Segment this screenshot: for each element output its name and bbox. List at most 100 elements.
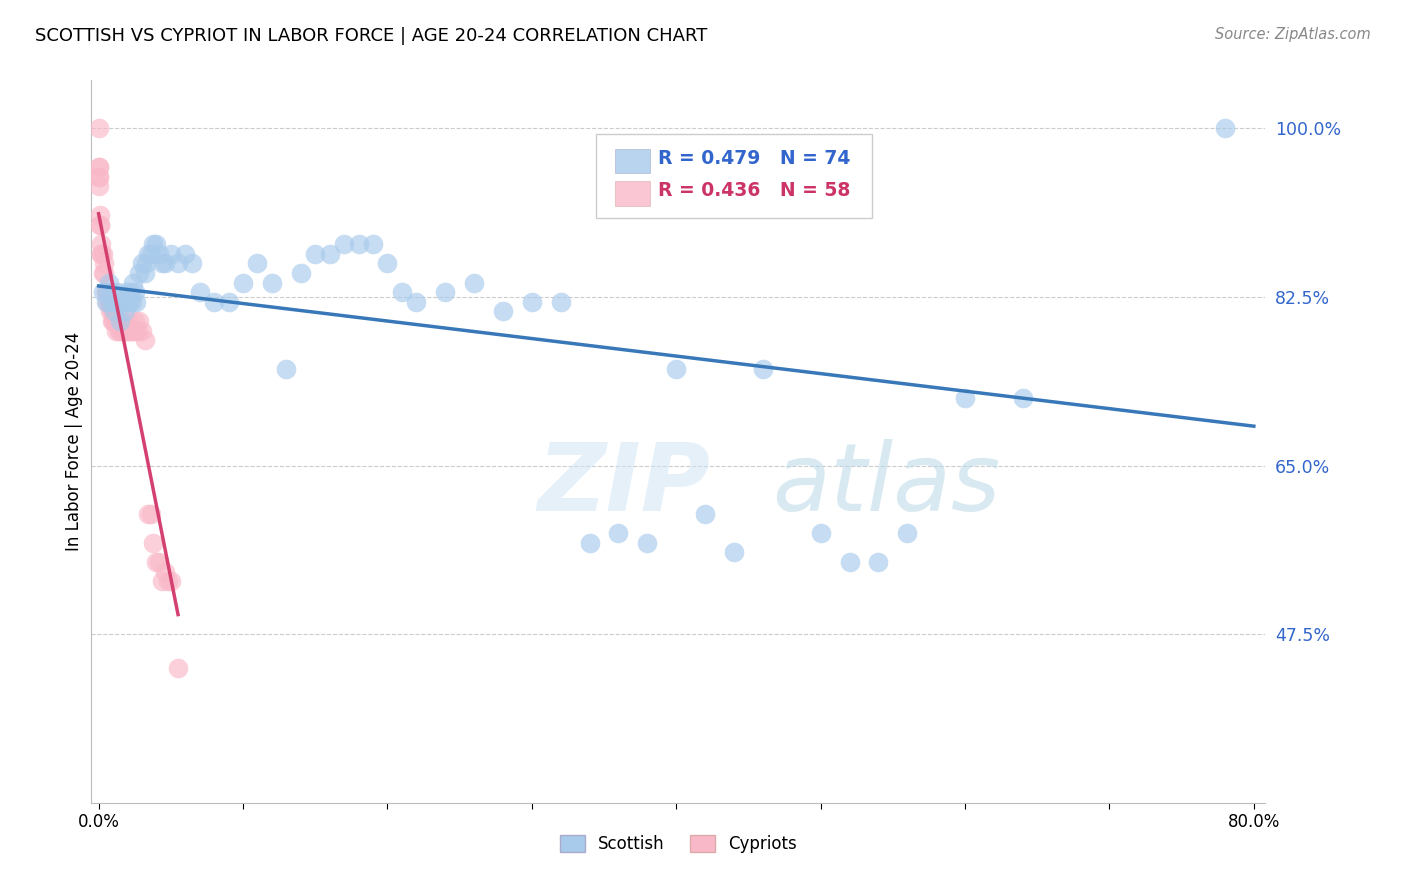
Scottish [91,285,114,300]
Scottish [121,294,143,309]
Scottish [150,256,173,270]
Cypriots [124,314,146,328]
Scottish [333,237,356,252]
Scottish [96,285,118,300]
Cypriots [103,314,125,328]
Scottish [139,246,162,260]
Scottish [115,285,138,300]
Scottish [110,314,132,328]
Scottish [122,276,145,290]
Scottish [135,256,157,270]
Cypriots [139,507,162,521]
Scottish [174,246,197,260]
Scottish [318,246,340,260]
Scottish [1011,391,1033,405]
Cypriots [87,169,110,184]
Scottish [128,266,150,280]
Scottish [636,535,658,549]
Scottish [125,294,148,309]
Cypriots [121,324,143,338]
Cypriots [87,179,110,194]
Scottish [218,294,240,309]
Cypriots [101,304,124,318]
Scottish [117,294,139,309]
Cypriots [145,555,167,569]
Cypriots [118,314,141,328]
Cypriots [112,314,135,328]
Scottish [347,237,370,252]
Cypriots [91,246,114,260]
Cypriots [127,324,149,338]
Text: SCOTTISH VS CYPRIOT IN LABOR FORCE | AGE 20-24 CORRELATION CHART: SCOTTISH VS CYPRIOT IN LABOR FORCE | AGE… [35,27,707,45]
Scottish [838,555,860,569]
Y-axis label: In Labor Force | Age 20-24: In Labor Force | Age 20-24 [65,332,83,551]
Cypriots [111,324,134,338]
Text: atlas: atlas [772,440,1001,531]
Cypriots [87,121,110,136]
Cypriots [128,314,150,328]
Scottish [260,276,283,290]
Cypriots [122,324,145,338]
Scottish [94,294,117,309]
Scottish [578,535,600,549]
Scottish [1213,121,1236,136]
Cypriots [98,294,121,309]
Cypriots [89,218,111,232]
Cypriots [97,294,120,309]
Scottish [463,276,485,290]
Cypriots [100,314,122,328]
Scottish [188,285,211,300]
Scottish [810,526,832,541]
Scottish [153,256,176,270]
Scottish [159,246,181,260]
Cypriots [131,324,153,338]
Scottish [134,266,156,280]
Scottish [108,294,131,309]
Scottish [246,256,269,270]
Scottish [104,294,127,309]
Scottish [97,276,120,290]
Scottish [405,294,427,309]
Scottish [181,256,204,270]
Scottish [124,285,146,300]
Scottish [276,362,298,376]
Scottish [101,294,124,309]
Cypriots [96,285,118,300]
Cypriots [150,574,173,589]
Cypriots [96,294,118,309]
Scottish [361,237,384,252]
Scottish [111,294,134,309]
Scottish [131,256,153,270]
Cypriots [100,304,122,318]
Cypriots [167,661,190,675]
Scottish [695,507,717,521]
Cypriots [134,334,156,348]
Cypriots [90,237,112,252]
Text: Source: ZipAtlas.com: Source: ZipAtlas.com [1215,27,1371,42]
Scottish [434,285,457,300]
Cypriots [153,565,176,579]
Scottish [868,555,890,569]
FancyBboxPatch shape [596,135,872,218]
Legend: Scottish, Cypriots: Scottish, Cypriots [553,828,804,860]
Cypriots [120,324,142,338]
Scottish [112,294,135,309]
Scottish [953,391,976,405]
Scottish [114,304,136,318]
Scottish [118,294,141,309]
Cypriots [93,266,115,280]
Cypriots [159,574,181,589]
Cypriots [93,256,115,270]
Scottish [492,304,515,318]
Scottish [145,237,167,252]
Scottish [607,526,630,541]
FancyBboxPatch shape [614,149,650,173]
Cypriots [87,169,110,184]
Scottish [290,266,312,280]
Cypriots [89,218,111,232]
Cypriots [91,266,114,280]
Text: R = 0.436   N = 58: R = 0.436 N = 58 [658,181,851,201]
Cypriots [90,246,112,260]
Scottish [120,285,142,300]
Scottish [148,246,170,260]
